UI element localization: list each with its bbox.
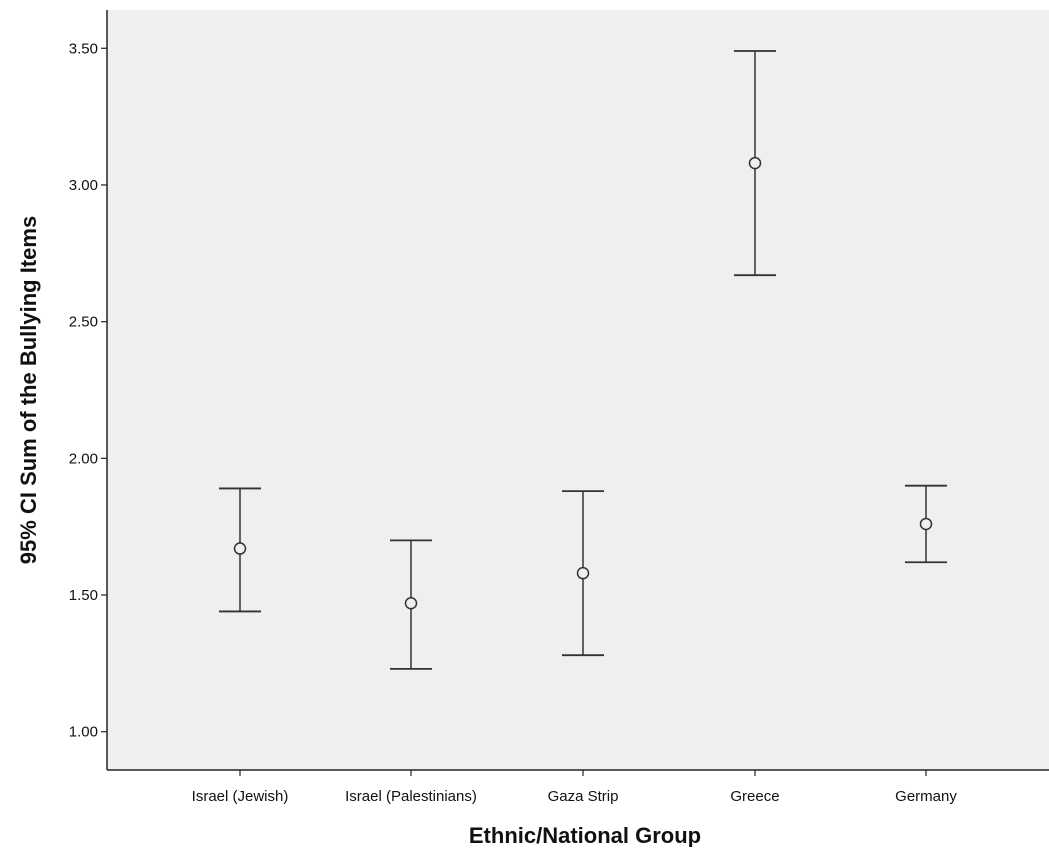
y-tick-label: 1.50 — [69, 587, 98, 604]
plot-area — [107, 10, 1049, 770]
y-tick-label: 2.00 — [69, 450, 98, 467]
mean-point — [404, 596, 418, 610]
y-tick-label: 1.00 — [69, 724, 98, 741]
mean-point — [919, 517, 933, 531]
mean-point — [576, 566, 590, 580]
x-tick-label: Israel (Jewish) — [192, 788, 289, 805]
y-tick-label: 2.50 — [69, 314, 98, 331]
chart-marks — [219, 50, 947, 670]
x-tick-label: Israel (Palestinians) — [345, 788, 477, 805]
y-tick-label: 3.00 — [69, 177, 98, 194]
x-axis-title: Ethnic/National Group — [469, 823, 701, 847]
x-tick-label: Gaza Strip — [548, 788, 619, 805]
y-tick-label: 3.50 — [69, 40, 98, 57]
mean-point — [748, 156, 762, 170]
x-tick-label: Greece — [730, 788, 779, 805]
x-tick-label: Germany — [895, 788, 957, 805]
axes — [106, 10, 1049, 771]
mean-point — [233, 542, 247, 555]
y-axis-title: 95% CI Sum of the Bullying Items — [16, 216, 41, 564]
tick-marks: 1.00 1.50 2.00 2.50 3.00 3.50 Israel (Jewish) I… — [69, 40, 958, 805]
